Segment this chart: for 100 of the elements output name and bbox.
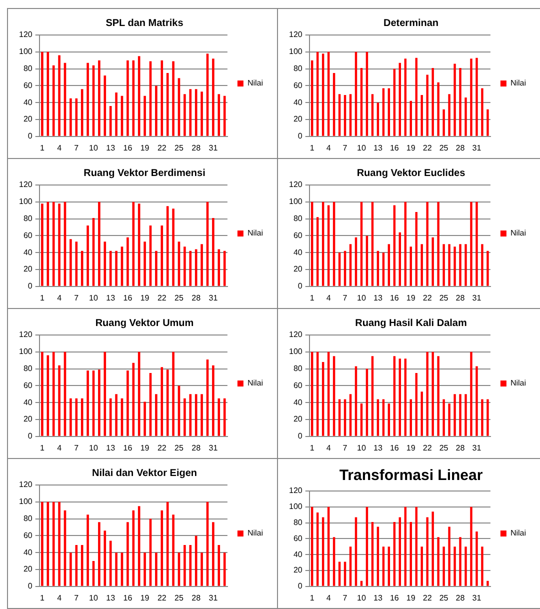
y-tick-label: 80 [23,214,33,224]
x-tick-label: 1 [310,593,315,602]
y-tick-label: 100 [288,197,303,206]
x-tick-label: 16 [123,443,133,452]
x-tick-label: 7 [74,593,80,602]
x-tick-label: 16 [390,293,400,302]
x-tick-label: 28 [456,143,466,152]
chart-title: Ruang Hasil Kali Dalam [355,318,467,329]
x-tick-label: 7 [342,143,348,152]
x-tick-label: 19 [140,443,150,452]
chart-title: Transformasi Linear [339,467,483,484]
x-tick-label: 4 [326,293,332,302]
legend-label: Nilai [510,528,526,538]
x-tick-label: 13 [106,293,116,302]
x-tick-label: 4 [326,443,332,452]
y-tick-label: 0 [298,582,303,591]
chart-title: SPL dan Matriks [106,18,184,29]
x-tick-label: 28 [456,293,466,302]
x-tick-label: 10 [89,443,98,452]
x-tick-label: 28 [192,293,202,302]
legend-label: Nilai [510,378,526,388]
y-tick-label: 20 [23,414,33,424]
x-tick-label: 19 [406,593,416,602]
x-tick-label: 25 [174,593,184,602]
y-tick-label: 0 [298,432,303,441]
x-tick-label: 22 [422,593,432,602]
y-tick-label: 0 [28,132,33,141]
legend-label: Nilai [247,78,264,88]
chart-title: Ruang Vektor Berdimensi [84,168,206,179]
x-tick-label: 31 [208,593,218,602]
y-tick-label: 40 [23,548,33,557]
y-tick-label: 120 [18,480,33,490]
x-tick-label: 13 [373,293,383,302]
x-tick-label: 31 [208,293,218,302]
chart-title: Ruang Vektor Umum [95,318,194,329]
x-tick-label: 10 [357,443,366,452]
x-tick-label: 16 [123,293,133,302]
x-tick-label: 7 [342,593,348,602]
y-tick-label: 120 [18,330,33,340]
y-tick-label: 0 [28,432,33,441]
y-tick-label: 120 [288,330,303,340]
y-tick-label: 100 [18,497,33,506]
x-tick-label: 28 [456,443,466,452]
y-tick-label: 100 [288,502,303,512]
y-tick-label: 80 [23,364,33,374]
y-tick-label: 0 [298,282,303,291]
x-tick-label: 7 [74,143,80,152]
x-tick-label: 31 [208,443,218,452]
x-tick-label: 4 [326,593,332,602]
chart-title: Determinan [383,18,439,29]
x-tick-label: 13 [373,593,383,602]
x-tick-label: 7 [342,443,348,452]
y-tick-label: 40 [293,248,303,257]
x-tick-label: 7 [342,293,348,302]
x-tick-label: 16 [390,143,400,152]
legend-label: Nilai [247,378,264,388]
x-tick-label: 31 [472,143,482,152]
x-tick-label: 22 [422,293,432,302]
x-tick-label: 16 [390,443,400,452]
y-tick-label: 80 [293,518,303,528]
y-tick-label: 40 [293,550,303,559]
x-tick-label: 13 [106,443,116,452]
y-tick-label: 60 [23,80,33,90]
x-tick-label: 13 [106,143,116,152]
chart-title: Nilai dan Vektor Eigen [92,468,198,479]
x-tick-label: 25 [174,293,184,302]
legend-label: Nilai [510,78,526,88]
legend-label: Nilai [510,228,526,238]
x-tick-label: 22 [422,143,432,152]
x-tick-label: 22 [157,143,167,152]
y-tick-label: 40 [293,98,303,107]
x-tick-label: 1 [310,143,315,152]
x-tick-label: 16 [390,593,400,602]
y-tick-label: 80 [293,64,303,74]
x-tick-label: 19 [406,443,416,452]
y-tick-label: 120 [288,30,303,40]
y-tick-label: 40 [23,248,33,257]
x-tick-label: 16 [123,593,133,602]
x-tick-label: 22 [157,443,167,452]
x-tick-label: 7 [74,293,80,302]
y-tick-label: 0 [28,282,33,291]
x-tick-label: 25 [439,143,449,152]
x-tick-label: 13 [373,443,383,452]
x-tick-label: 16 [123,143,133,152]
y-tick-label: 120 [288,180,303,190]
x-tick-label: 4 [57,593,62,602]
x-tick-label: 25 [439,593,449,602]
x-tick-label: 10 [357,593,366,602]
y-tick-label: 60 [293,80,303,90]
x-tick-label: 10 [89,293,98,302]
y-tick-label: 0 [298,132,303,141]
legend-label: Nilai [247,228,264,238]
y-tick-label: 100 [18,47,33,56]
x-tick-label: 28 [192,143,202,152]
x-tick-label: 31 [472,593,482,602]
x-tick-label: 10 [357,143,366,152]
chart-title: Ruang Vektor Euclides [356,168,466,179]
x-tick-label: 13 [373,143,383,152]
x-tick-label: 25 [439,443,449,452]
x-tick-label: 22 [157,593,167,602]
